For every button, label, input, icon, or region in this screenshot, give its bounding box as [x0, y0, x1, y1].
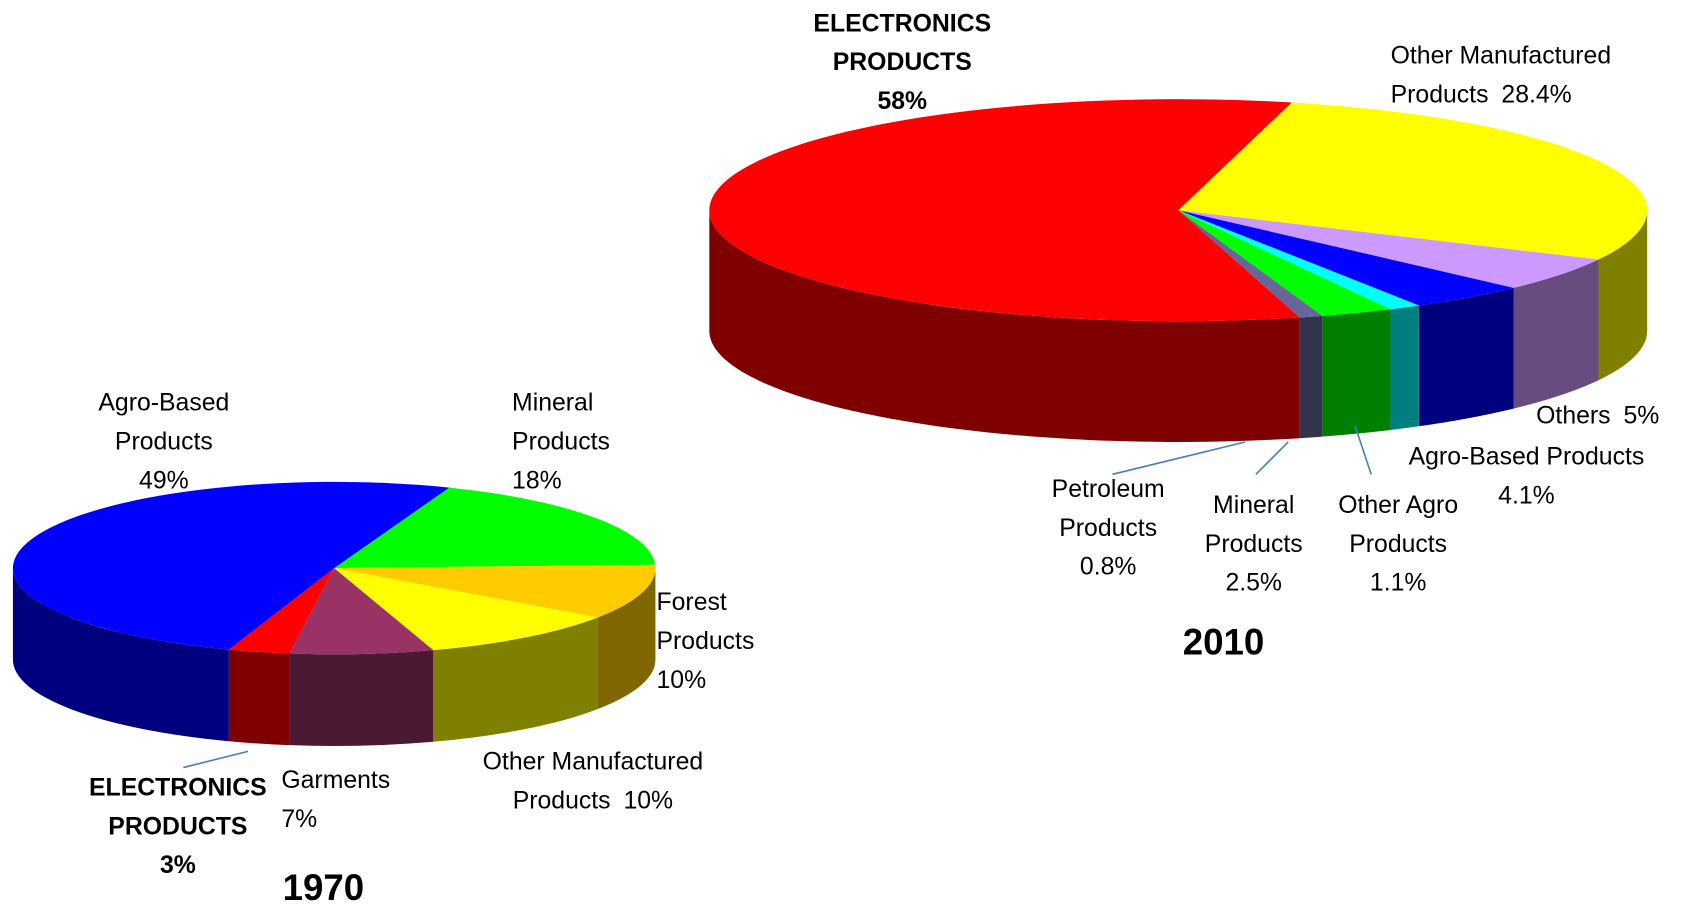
slice-label: Other Manufactured Products 28.4%	[1391, 36, 1682, 114]
chart-title: 2010	[1182, 622, 1265, 663]
slice-side	[597, 568, 656, 710]
slice-side	[1598, 210, 1648, 381]
category-label: Garments	[281, 765, 391, 794]
slice-side	[1322, 309, 1391, 437]
value-label: 7%	[281, 804, 318, 833]
slice	[334, 487, 656, 569]
category-label: Other Manufactured Products	[482, 747, 704, 814]
slice-side	[1299, 315, 1323, 439]
slice-side	[1418, 287, 1514, 427]
slice	[1178, 102, 1648, 260]
slice-side	[433, 617, 598, 742]
slice-label: Mineral Products 2.5%	[1184, 485, 1324, 601]
category-label: ELECTRONICS PRODUCTS	[89, 772, 267, 840]
slice	[1178, 210, 1419, 310]
slice-label: Agro-Based Products 49%	[83, 383, 245, 499]
slice-label: Other Manufactured Products 10%	[447, 742, 738, 820]
slice-label: Petroleum Products 0.8%	[1027, 469, 1189, 585]
category-label: Mineral Products	[512, 388, 610, 455]
category-label: Other Agro Products	[1338, 490, 1459, 558]
slice-label: Agro-Based Products 4.1%	[1381, 437, 1672, 515]
value-label: 49%	[139, 465, 189, 494]
slice	[1178, 210, 1323, 318]
category-label: Mineral Products	[1204, 490, 1303, 558]
slice-side	[289, 650, 434, 746]
category-label: Agro-Based Products	[1408, 441, 1645, 471]
value-label: 0.8%	[1079, 551, 1137, 580]
value-label: 58%	[877, 86, 928, 115]
leader-line	[1354, 425, 1372, 475]
slice-label: ELECTRONICS PRODUCTS 3%	[86, 768, 269, 884]
pie-2010	[709, 99, 1648, 442]
slice-side	[709, 210, 1300, 442]
slice	[12, 481, 450, 650]
slice-label: Other Agro Products 1.1%	[1317, 485, 1479, 601]
value-label: 10%	[656, 665, 707, 694]
chart-title: 1970	[282, 867, 365, 909]
slice	[1178, 210, 1599, 288]
slice-side	[228, 649, 290, 746]
slice-label: Forest Products 10%	[657, 582, 797, 698]
slice	[709, 99, 1300, 322]
leader-lines	[183, 425, 1372, 769]
category-label: Other Manufactured Products	[1390, 40, 1612, 108]
slice	[334, 568, 598, 651]
value-label: 18%	[512, 465, 562, 494]
value-label: 28.4%	[1501, 79, 1572, 108]
category-label: Petroleum Products	[1051, 474, 1165, 542]
category-label: ELECTRONICS PRODUCTS	[813, 8, 992, 76]
value-label: 2.5%	[1225, 568, 1282, 597]
slice	[228, 568, 335, 654]
slice-label: Others 5%	[1536, 396, 1682, 435]
slice-side	[12, 568, 229, 742]
slice-side	[1390, 305, 1419, 430]
slice	[334, 564, 656, 618]
category-label: Forest Products	[656, 587, 755, 655]
slice-label: Garments 7%	[281, 760, 421, 838]
value-label: 3%	[159, 850, 196, 879]
slice	[289, 568, 434, 655]
slice-side	[1513, 259, 1599, 409]
leader-line	[1112, 441, 1246, 476]
value-label: 5%	[1623, 401, 1660, 430]
pie-1970	[12, 481, 656, 746]
leader-line	[183, 750, 249, 769]
slice-label: ELECTRONICS PRODUCTS 58%	[794, 3, 1010, 119]
value-label: 10%	[623, 785, 674, 814]
leader-line	[1255, 441, 1289, 475]
category-label: Others	[1536, 401, 1611, 430]
value-label: 4.1%	[1498, 480, 1555, 509]
slice-label: Mineral Products 18%	[512, 383, 663, 499]
slice	[1178, 210, 1391, 316]
category-label: Agro-Based Products	[98, 388, 230, 455]
value-label: 1.1%	[1369, 568, 1427, 597]
slice	[1178, 210, 1514, 306]
